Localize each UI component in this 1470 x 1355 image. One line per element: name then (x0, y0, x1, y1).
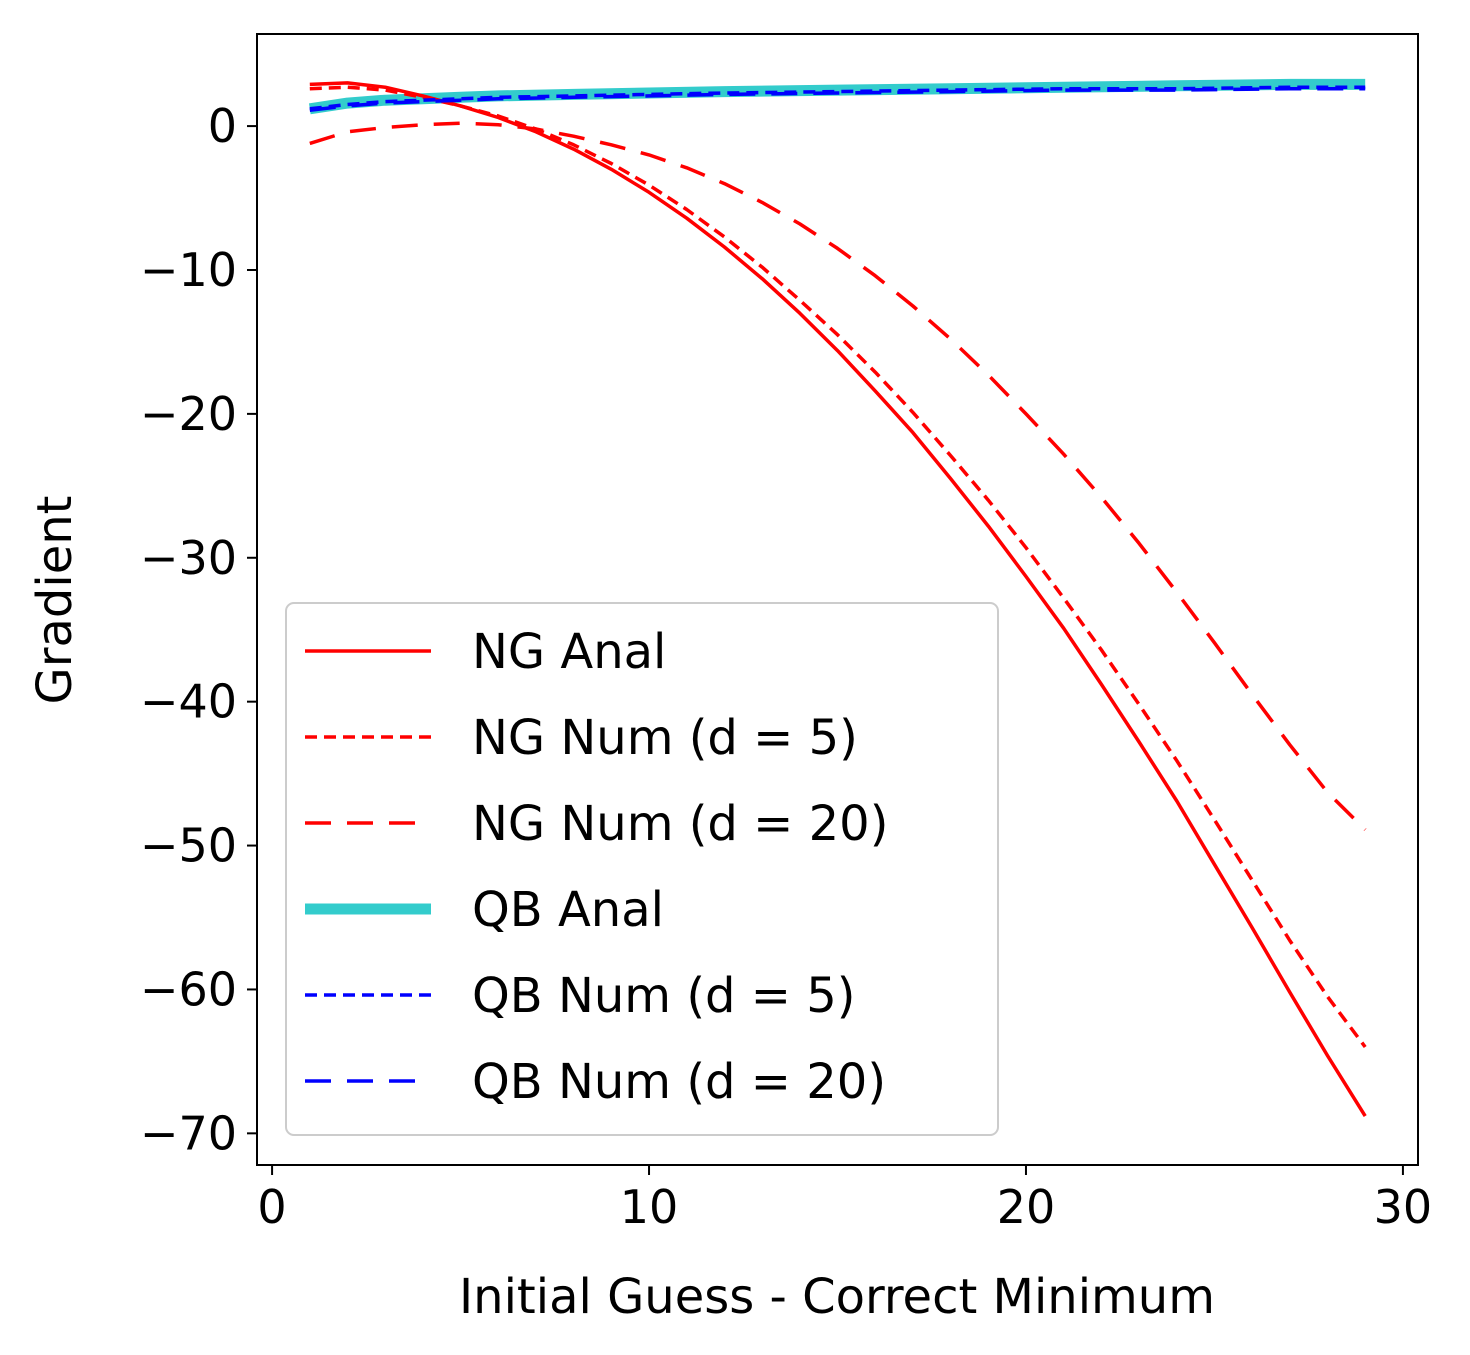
legend-label: NG Anal (472, 624, 666, 680)
series-line-ng-num-d-20 (309, 121, 1367, 831)
legend-label: QB Num (d = 5) (472, 968, 856, 1024)
x-axis: 0 10 20 30 (257, 1165, 1432, 1234)
legend-items: NG Anal NG Num (d = 5) NG Num (d = 20) QB A… (305, 624, 888, 1110)
legend-label: NG Num (d = 20) (472, 796, 888, 852)
legend: NG Anal NG Num (d = 5) NG Num (d = 20) QB A… (285, 602, 999, 1136)
y-tick-label: −70 (140, 1106, 237, 1160)
plot-frame (256, 33, 1419, 1166)
x-axis-label: Initial Guess - Correct Minimum (459, 1269, 1215, 1325)
y-axis-label: Gradient (27, 496, 83, 705)
y-tick-label: −10 (140, 243, 237, 297)
y-tick-label: 0 (208, 99, 237, 153)
x-tick-label: 10 (620, 1180, 679, 1234)
x-tick-label: 30 (1374, 1180, 1433, 1234)
y-tick-label: −40 (140, 675, 237, 729)
y-tick-label: −50 (140, 819, 237, 873)
legend-label: QB Anal (472, 882, 664, 938)
y-tick-label: −30 (140, 531, 237, 585)
series-line-ng-num-d-5 (309, 85, 1367, 1049)
series-line-qb-anal (308, 78, 1366, 115)
x-tick-label: 0 (257, 1180, 286, 1234)
y-tick-label: −20 (140, 387, 237, 441)
legend-label: NG Num (d = 5) (472, 710, 858, 766)
series-line-qb-num-d-20 (309, 86, 1366, 113)
y-axis: 0 −10 −20 −30 −40 −50 −60 −70 (140, 99, 257, 1160)
x-tick-label: 20 (997, 1180, 1056, 1234)
y-tick-label: −60 (140, 962, 237, 1016)
legend-box (285, 602, 999, 1136)
legend-label: QB Num (d = 20) (472, 1054, 886, 1110)
series-layer (308, 78, 1367, 1118)
